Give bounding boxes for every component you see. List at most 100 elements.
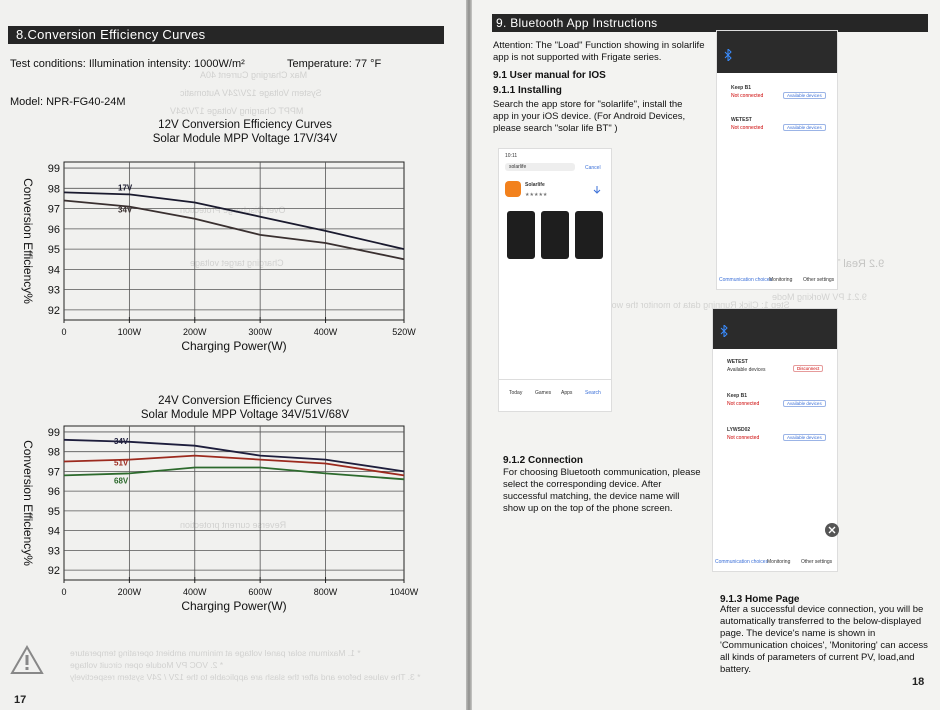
y-tick-label: 96 (48, 224, 60, 236)
series-label-51V: 51V (114, 459, 129, 468)
x-tick-label: 100W (118, 327, 142, 337)
disconnect-button[interactable]: Disconnect (793, 365, 824, 372)
temperature: Temperature: 77 °F (287, 58, 382, 70)
y-tick-label: 96 (48, 486, 60, 498)
installing-title: 9.1.1 Installing (493, 85, 562, 96)
plot-frame (63, 425, 405, 581)
device-action-button[interactable]: Available devices (783, 92, 826, 99)
x-tick-label: 300W (248, 327, 272, 337)
phone-device-list-1: Keep B1 Not connected Available devices … (716, 30, 838, 290)
search-field[interactable]: solarlife (505, 163, 575, 171)
y-tick-label: 95 (48, 244, 60, 256)
attention-note: Attention: The "Load" Function showing i… (493, 40, 705, 63)
device-row[interactable]: LYWSD02 Not connected Available devices (713, 425, 837, 449)
y-tick-label: 98 (48, 447, 60, 459)
series-label-17V: 17V (118, 183, 133, 192)
cancel-link[interactable]: Cancel (585, 165, 601, 171)
series-label-34V: 34V (118, 205, 133, 214)
y-tick-label: 97 (48, 204, 60, 216)
device-name: WETEST (727, 359, 748, 365)
search-query: solarlife (509, 164, 527, 170)
x-tick-label: 200W (183, 327, 207, 337)
phone-header (717, 31, 837, 73)
y-tick-label: 94 (48, 526, 60, 538)
device-action-button[interactable]: Available devices (783, 400, 826, 407)
home-page-text-2: 'Communication choices', 'Monitoring' ca… (720, 640, 928, 675)
phone-app-store: 10:11 solarlife Cancel Solarlife ★★★★★ T… (498, 148, 612, 412)
device-row[interactable]: Keep B1 Not connected Available devices (713, 391, 837, 415)
download-icon[interactable] (592, 185, 602, 195)
bluetooth-icon (724, 49, 732, 61)
tab-search[interactable]: Search (585, 390, 601, 396)
device-row[interactable]: WETEST Available devices Disconnect (713, 357, 837, 381)
x-tick-label: 0 (61, 327, 66, 337)
y-tick-label: 94 (48, 264, 60, 276)
device-name: WETEST (731, 117, 752, 123)
page-number-right: 18 (912, 676, 925, 688)
x-tick-label: 1040W (390, 587, 419, 597)
chart1-subtitle: Solar Module MPP Voltage 17V/34V (152, 133, 338, 145)
y-tick-label: 95 (48, 506, 60, 518)
x-tick-label: 600W (248, 587, 272, 597)
tab-games[interactable]: Games (535, 390, 552, 396)
x-tick-label: 520W (392, 327, 416, 337)
tab-apps[interactable]: Apps (561, 390, 573, 396)
y-tick-label: 97 (48, 466, 60, 478)
home-page-text-1: After a successful device connection, yo… (720, 604, 924, 639)
device-row[interactable]: WETEST Not connected Available devices (717, 115, 837, 139)
series-label-68V: 68V (114, 476, 129, 485)
page-number-left: 17 (14, 694, 27, 706)
tab-other-settings[interactable]: Other settings (803, 277, 835, 283)
left-page: Max Charging Current 40A System Voltage … (0, 0, 466, 710)
right-page: 9.2 Real Time Monitoring Step 1: Click R… (472, 0, 940, 710)
screenshot-1 (507, 211, 535, 259)
series-line-34V (63, 199, 405, 261)
warning-icon (10, 645, 44, 674)
phone-device-list-2: WETEST Available devices Disconnect Keep… (712, 308, 838, 572)
device-name: Keep B1 (727, 393, 748, 399)
tab-today[interactable]: Today (509, 390, 523, 396)
tab-other-settings[interactable]: Other settings (801, 559, 833, 565)
series-line-51V (63, 454, 405, 477)
y-tick-label: 93 (48, 545, 60, 557)
app-icon[interactable] (505, 181, 521, 197)
chart2-title: 24V Conversion Efficiency Curves (158, 395, 332, 407)
y-tick-label: 92 (48, 565, 60, 577)
screenshot-3 (575, 211, 603, 259)
tab-monitoring[interactable]: Monitoring (767, 559, 791, 565)
app-name: Solarlife (525, 182, 545, 188)
status-time: 10:11 (505, 153, 518, 159)
tab-communication-choices[interactable]: Communication choices (715, 559, 769, 565)
chart-12v: 0 100W 200W 300W 400W 520W 99 98 97 96 95 94 93 92 Cha… (21, 161, 416, 353)
device-status: Not connected (731, 93, 764, 99)
y-axis-label: Conversion Efficiency% (21, 440, 35, 566)
device-status: Available devices (727, 367, 766, 373)
device-status: Not connected (727, 401, 760, 407)
model-label: Model: NPR-FG40-24M (10, 96, 126, 108)
device-action-button[interactable]: Available devices (783, 434, 826, 441)
close-circle-icon (825, 523, 839, 537)
y-tick-label: 93 (48, 285, 60, 297)
home-page-title: 9.1.3 Home Page (720, 594, 800, 605)
x-tick-label: 400W (183, 587, 207, 597)
book-gutter (466, 0, 472, 710)
bluetooth-icon (720, 325, 728, 337)
y-tick-label: 98 (48, 183, 60, 195)
series-line-68V (63, 466, 405, 481)
y-tick-label: 92 (48, 305, 60, 317)
x-tick-label: 0 (61, 587, 66, 597)
series-label-34V: 34V (114, 437, 129, 446)
x-tick-label: 800W (314, 587, 338, 597)
x-tick-label: 400W (314, 327, 338, 337)
chart2-subtitle: Solar Module MPP Voltage 34V/51V/68V (140, 409, 350, 421)
tab-monitoring[interactable]: Monitoring (769, 277, 793, 283)
series-line-17V (63, 191, 405, 250)
y-tick-label: 99 (48, 163, 60, 175)
connection-title: 9.1.2 Connection (503, 455, 584, 466)
device-action-button[interactable]: Available devices (783, 124, 826, 131)
device-row[interactable]: Keep B1 Not connected Available devices (717, 83, 837, 107)
chart1-title: 12V Conversion Efficiency Curves (158, 119, 332, 131)
y-tick-label: 99 (48, 427, 60, 439)
app-rating: ★★★★★ (525, 192, 548, 198)
tab-communication-choices[interactable]: Communication choices (719, 277, 773, 283)
